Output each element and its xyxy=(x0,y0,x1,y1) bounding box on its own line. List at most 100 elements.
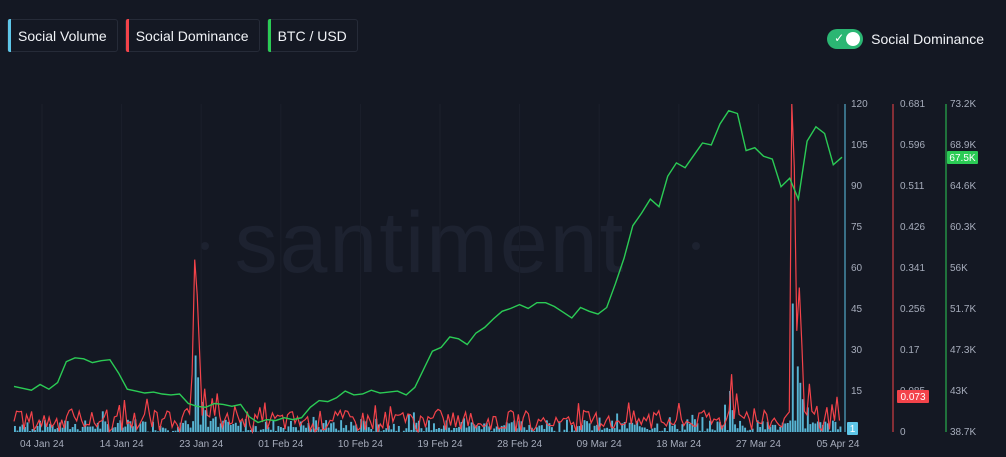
social-volume-bar xyxy=(204,410,207,432)
y-tick-label: 0.426 xyxy=(900,222,925,233)
social-volume-bar xyxy=(603,428,606,432)
social-volume-bar xyxy=(789,420,792,432)
social-volume-bar xyxy=(550,427,553,432)
social-volume-bar xyxy=(397,426,400,432)
social-dominance-toggle[interactable]: ✓ xyxy=(827,29,864,49)
social-volume-bar xyxy=(583,420,586,432)
social-volume-bar xyxy=(759,427,762,432)
social-volume-bar xyxy=(766,421,769,432)
social-volume-bar xyxy=(144,421,147,432)
social-volume-bar xyxy=(101,411,104,432)
social-volume-bar xyxy=(61,427,64,432)
legend-swatch-social-dominance xyxy=(125,19,129,52)
social-volume-bar xyxy=(362,420,365,432)
social-volume-bar xyxy=(422,431,425,432)
social-volume-bar xyxy=(249,429,252,432)
social-volume-bar xyxy=(706,428,709,432)
legend-swatch-social-volume xyxy=(8,19,11,52)
social-volume-bar xyxy=(503,425,506,432)
social-volume-bar xyxy=(430,430,433,432)
social-volume-bar xyxy=(81,426,84,432)
watermark: santiment xyxy=(235,195,626,291)
social-volume-bar xyxy=(36,426,39,432)
social-volume-bar xyxy=(79,430,82,432)
social-volume-bar xyxy=(310,429,312,432)
social-volume-bar xyxy=(21,424,24,432)
social-volume-badge-text: 1 xyxy=(850,424,856,435)
social-volume-bar xyxy=(199,424,202,432)
social-volume-bar xyxy=(508,423,511,432)
social-volume-bar xyxy=(330,423,333,432)
social-volume-bar xyxy=(839,426,842,432)
social-volume-bar xyxy=(513,420,516,432)
btc-usd-badge xyxy=(947,151,978,164)
btc-usd-badge-text: 67.5K xyxy=(949,153,975,164)
social-volume-bar xyxy=(483,423,486,432)
social-volume-bar xyxy=(392,423,395,432)
social-volume-bar xyxy=(106,424,109,432)
social-volume-bar xyxy=(219,423,222,432)
social-volume-bar xyxy=(322,423,325,432)
social-volume-bar xyxy=(234,422,237,432)
social-volume-bar xyxy=(139,423,142,432)
social-volume-bar xyxy=(86,426,89,432)
social-volume-bar xyxy=(264,421,267,432)
social-volume-bar xyxy=(433,423,435,432)
y-tick-label: 56K xyxy=(950,263,968,274)
social-volume-bar xyxy=(69,429,72,432)
social-volume-bar xyxy=(305,427,307,432)
social-volume-bar xyxy=(134,419,137,432)
social-volume-bar xyxy=(836,429,839,432)
legend-item-social-volume[interactable]: Social Volume xyxy=(7,19,118,52)
social-volume-bar xyxy=(372,431,375,432)
social-volume-bar xyxy=(779,426,782,432)
social-volume-bar xyxy=(26,422,29,432)
legend-label-btc-usd: BTC / USD xyxy=(277,27,347,44)
social-volume-bar xyxy=(676,428,679,432)
y-tick-label: 0.256 xyxy=(900,304,925,315)
social-volume-bar xyxy=(811,422,814,432)
social-volume-bar xyxy=(202,401,205,432)
social-volume-bar xyxy=(628,422,631,432)
social-volume-bar xyxy=(282,427,285,432)
social-volume-bar xyxy=(528,424,531,432)
toggle-label: Social Dominance xyxy=(871,31,984,47)
social-volume-bar xyxy=(167,430,169,432)
legend-item-social-dominance[interactable]: Social Dominance xyxy=(124,19,260,52)
social-volume-bar xyxy=(405,428,408,432)
social-volume-bar xyxy=(189,427,192,432)
social-volume-bar xyxy=(31,429,34,432)
social-volume-bar xyxy=(116,422,119,432)
social-volume-bar xyxy=(468,426,471,432)
social-volume-bar xyxy=(184,420,187,432)
social-dominance-badge-text: 0.073 xyxy=(900,392,925,403)
social-volume-bar xyxy=(279,427,282,432)
social-volume-bar xyxy=(776,429,779,432)
social-volume-bar xyxy=(764,429,767,432)
y-tick-label: 60 xyxy=(851,263,863,274)
social-volume-bar xyxy=(774,424,777,432)
social-volume-bar xyxy=(801,399,804,432)
social-volume-bar xyxy=(355,424,358,432)
social-volume-bar xyxy=(535,427,538,432)
x-tick-label: 14 Jan 24 xyxy=(100,439,144,450)
social-volume-bar xyxy=(119,420,122,432)
social-volume-bar xyxy=(340,420,343,432)
social-volume-bar xyxy=(608,428,611,432)
y-tick-label: 90 xyxy=(851,181,863,192)
social-volume-bar xyxy=(370,428,373,432)
social-volume-bar xyxy=(197,377,200,432)
social-volume-bar xyxy=(729,391,731,432)
y-tick-label: 38.7K xyxy=(950,427,976,438)
social-volume-bar xyxy=(586,421,588,432)
social-volume-bar xyxy=(345,425,348,432)
x-tick-label: 27 Mar 24 xyxy=(736,439,781,450)
legend-item-btc-usd[interactable]: BTC / USD xyxy=(266,19,358,52)
social-volume-bar xyxy=(741,425,744,432)
social-volume-bar xyxy=(678,431,681,432)
social-volume-bar xyxy=(325,420,328,432)
y-tick-label: 30 xyxy=(851,345,863,356)
social-volume-bar xyxy=(217,426,220,432)
